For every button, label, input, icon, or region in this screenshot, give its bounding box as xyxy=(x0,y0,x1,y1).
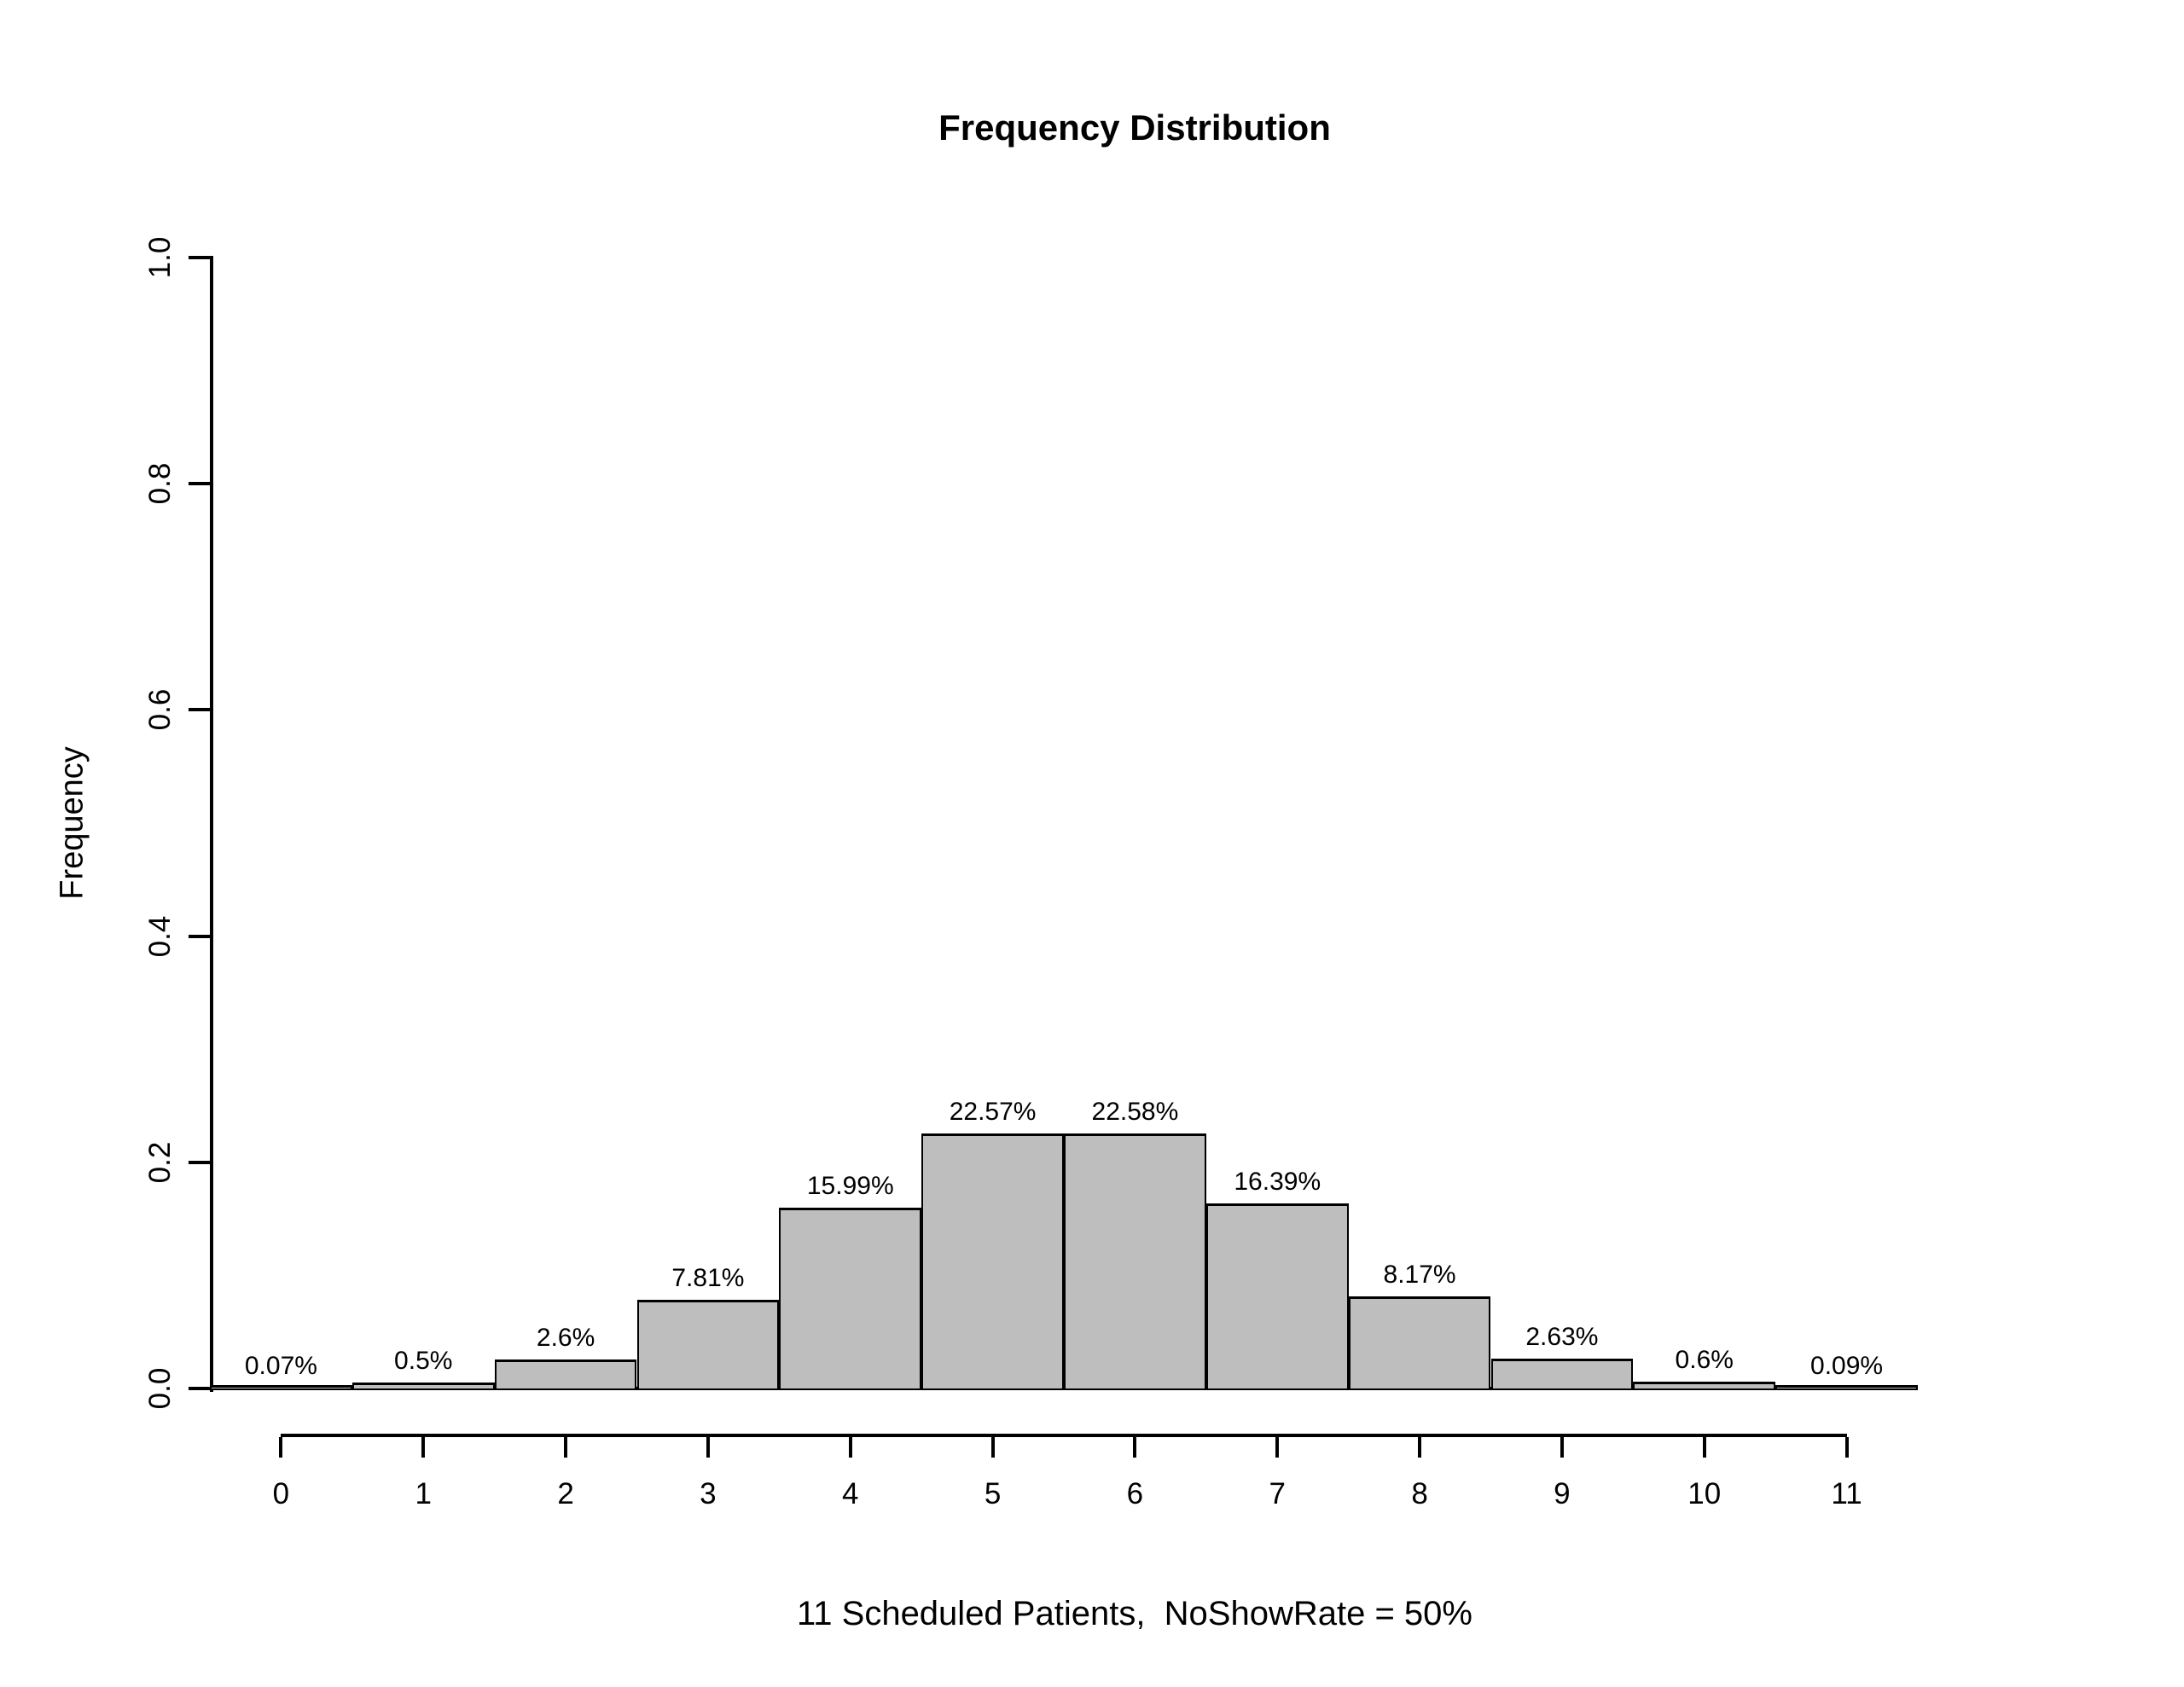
x-axis-tick xyxy=(564,1437,568,1458)
bar-value-label: 0.07% xyxy=(244,1352,317,1380)
histogram-bar xyxy=(1775,1385,1918,1388)
y-axis-title: Frequency xyxy=(54,746,90,900)
y-axis-line xyxy=(210,256,213,1392)
histogram-bar xyxy=(210,1385,352,1388)
bar-value-label: 15.99% xyxy=(806,1172,894,1200)
y-axis-tick-label: 1.0 xyxy=(143,236,177,279)
x-axis-tick-label: 0 xyxy=(272,1477,290,1510)
chart-title: Frequency Distribution xyxy=(938,107,1331,148)
x-axis-tick-label: 7 xyxy=(1269,1477,1286,1510)
bar-value-label: 16.39% xyxy=(1234,1168,1321,1196)
histogram-bar xyxy=(1490,1359,1634,1388)
x-axis-tick xyxy=(990,1437,995,1458)
x-axis-tick xyxy=(1702,1437,1706,1458)
x-axis-tick xyxy=(1418,1437,1422,1458)
histogram-bar xyxy=(1064,1133,1206,1388)
y-axis-tick xyxy=(189,708,210,712)
x-axis-tick-label: 2 xyxy=(557,1477,574,1510)
x-axis-tick xyxy=(1275,1437,1280,1458)
x-axis-tick-label: 1 xyxy=(415,1477,432,1510)
x-axis-tick-label: 6 xyxy=(1126,1477,1144,1510)
histogram-bar xyxy=(1205,1203,1349,1388)
x-axis-tick xyxy=(848,1437,852,1458)
y-axis-tick xyxy=(189,934,210,938)
y-axis-tick xyxy=(189,1387,210,1390)
x-axis-tick-label: 8 xyxy=(1411,1477,1428,1510)
y-axis-tick-label: 0.4 xyxy=(143,915,177,957)
x-axis-tick xyxy=(421,1437,426,1458)
bar-value-label: 2.63% xyxy=(1525,1323,1599,1351)
x-axis-tick-label: 4 xyxy=(842,1477,859,1510)
x-axis-tick xyxy=(1844,1437,1849,1458)
y-axis-tick-label: 0.8 xyxy=(143,462,177,505)
bar-value-label: 2.6% xyxy=(536,1324,595,1352)
bar-value-label: 0.5% xyxy=(394,1347,453,1375)
x-axis-tick-label: 10 xyxy=(1687,1477,1722,1510)
x-axis-tick-label: 9 xyxy=(1554,1477,1571,1510)
histogram-bar xyxy=(636,1300,780,1388)
y-axis-tick-label: 0.0 xyxy=(143,1367,177,1410)
histogram-bar xyxy=(351,1383,495,1388)
x-axis-tick-label: 5 xyxy=(984,1477,1002,1510)
y-axis-tick xyxy=(189,256,210,259)
x-axis-tick xyxy=(1133,1437,1137,1458)
x-axis-title: 11 Scheduled Patients, NoShowRate = 50% xyxy=(797,1595,1472,1632)
histogram-bar xyxy=(494,1359,637,1388)
histogram-bar xyxy=(1348,1296,1491,1388)
histogram-bar xyxy=(1633,1382,1776,1388)
y-axis-tick xyxy=(189,482,210,486)
x-axis-tick xyxy=(1560,1437,1564,1458)
x-axis-tick-label: 3 xyxy=(700,1477,717,1510)
y-axis-tick-label: 0.6 xyxy=(143,689,177,731)
bar-value-label: 22.57% xyxy=(949,1098,1037,1126)
x-axis-tick xyxy=(279,1437,283,1458)
y-axis-tick xyxy=(189,1160,210,1164)
bar-value-label: 8.17% xyxy=(1383,1261,1456,1289)
bar-value-label: 7.81% xyxy=(671,1264,745,1292)
x-axis-tick-label: 11 xyxy=(1831,1477,1862,1510)
bar-value-label: 0.6% xyxy=(1675,1346,1734,1374)
x-axis-line xyxy=(281,1434,1847,1437)
x-axis-tick xyxy=(706,1437,710,1458)
histogram-bar xyxy=(921,1133,1064,1388)
bar-value-label: 0.09% xyxy=(1810,1352,1884,1380)
histogram-bar xyxy=(779,1208,922,1388)
x-baseline xyxy=(210,1387,1918,1390)
y-axis-tick-label: 0.2 xyxy=(143,1141,177,1184)
bar-value-label: 22.58% xyxy=(1091,1098,1179,1126)
plot-area: 0.07% 0.5% 2.6% 7.81% 15.99% 22.57% 22.58% 16.3… xyxy=(143,237,1918,1409)
x-axis: 0 1 2 3 4 5 6 7 8 9 10 11 xyxy=(210,1434,1918,1553)
